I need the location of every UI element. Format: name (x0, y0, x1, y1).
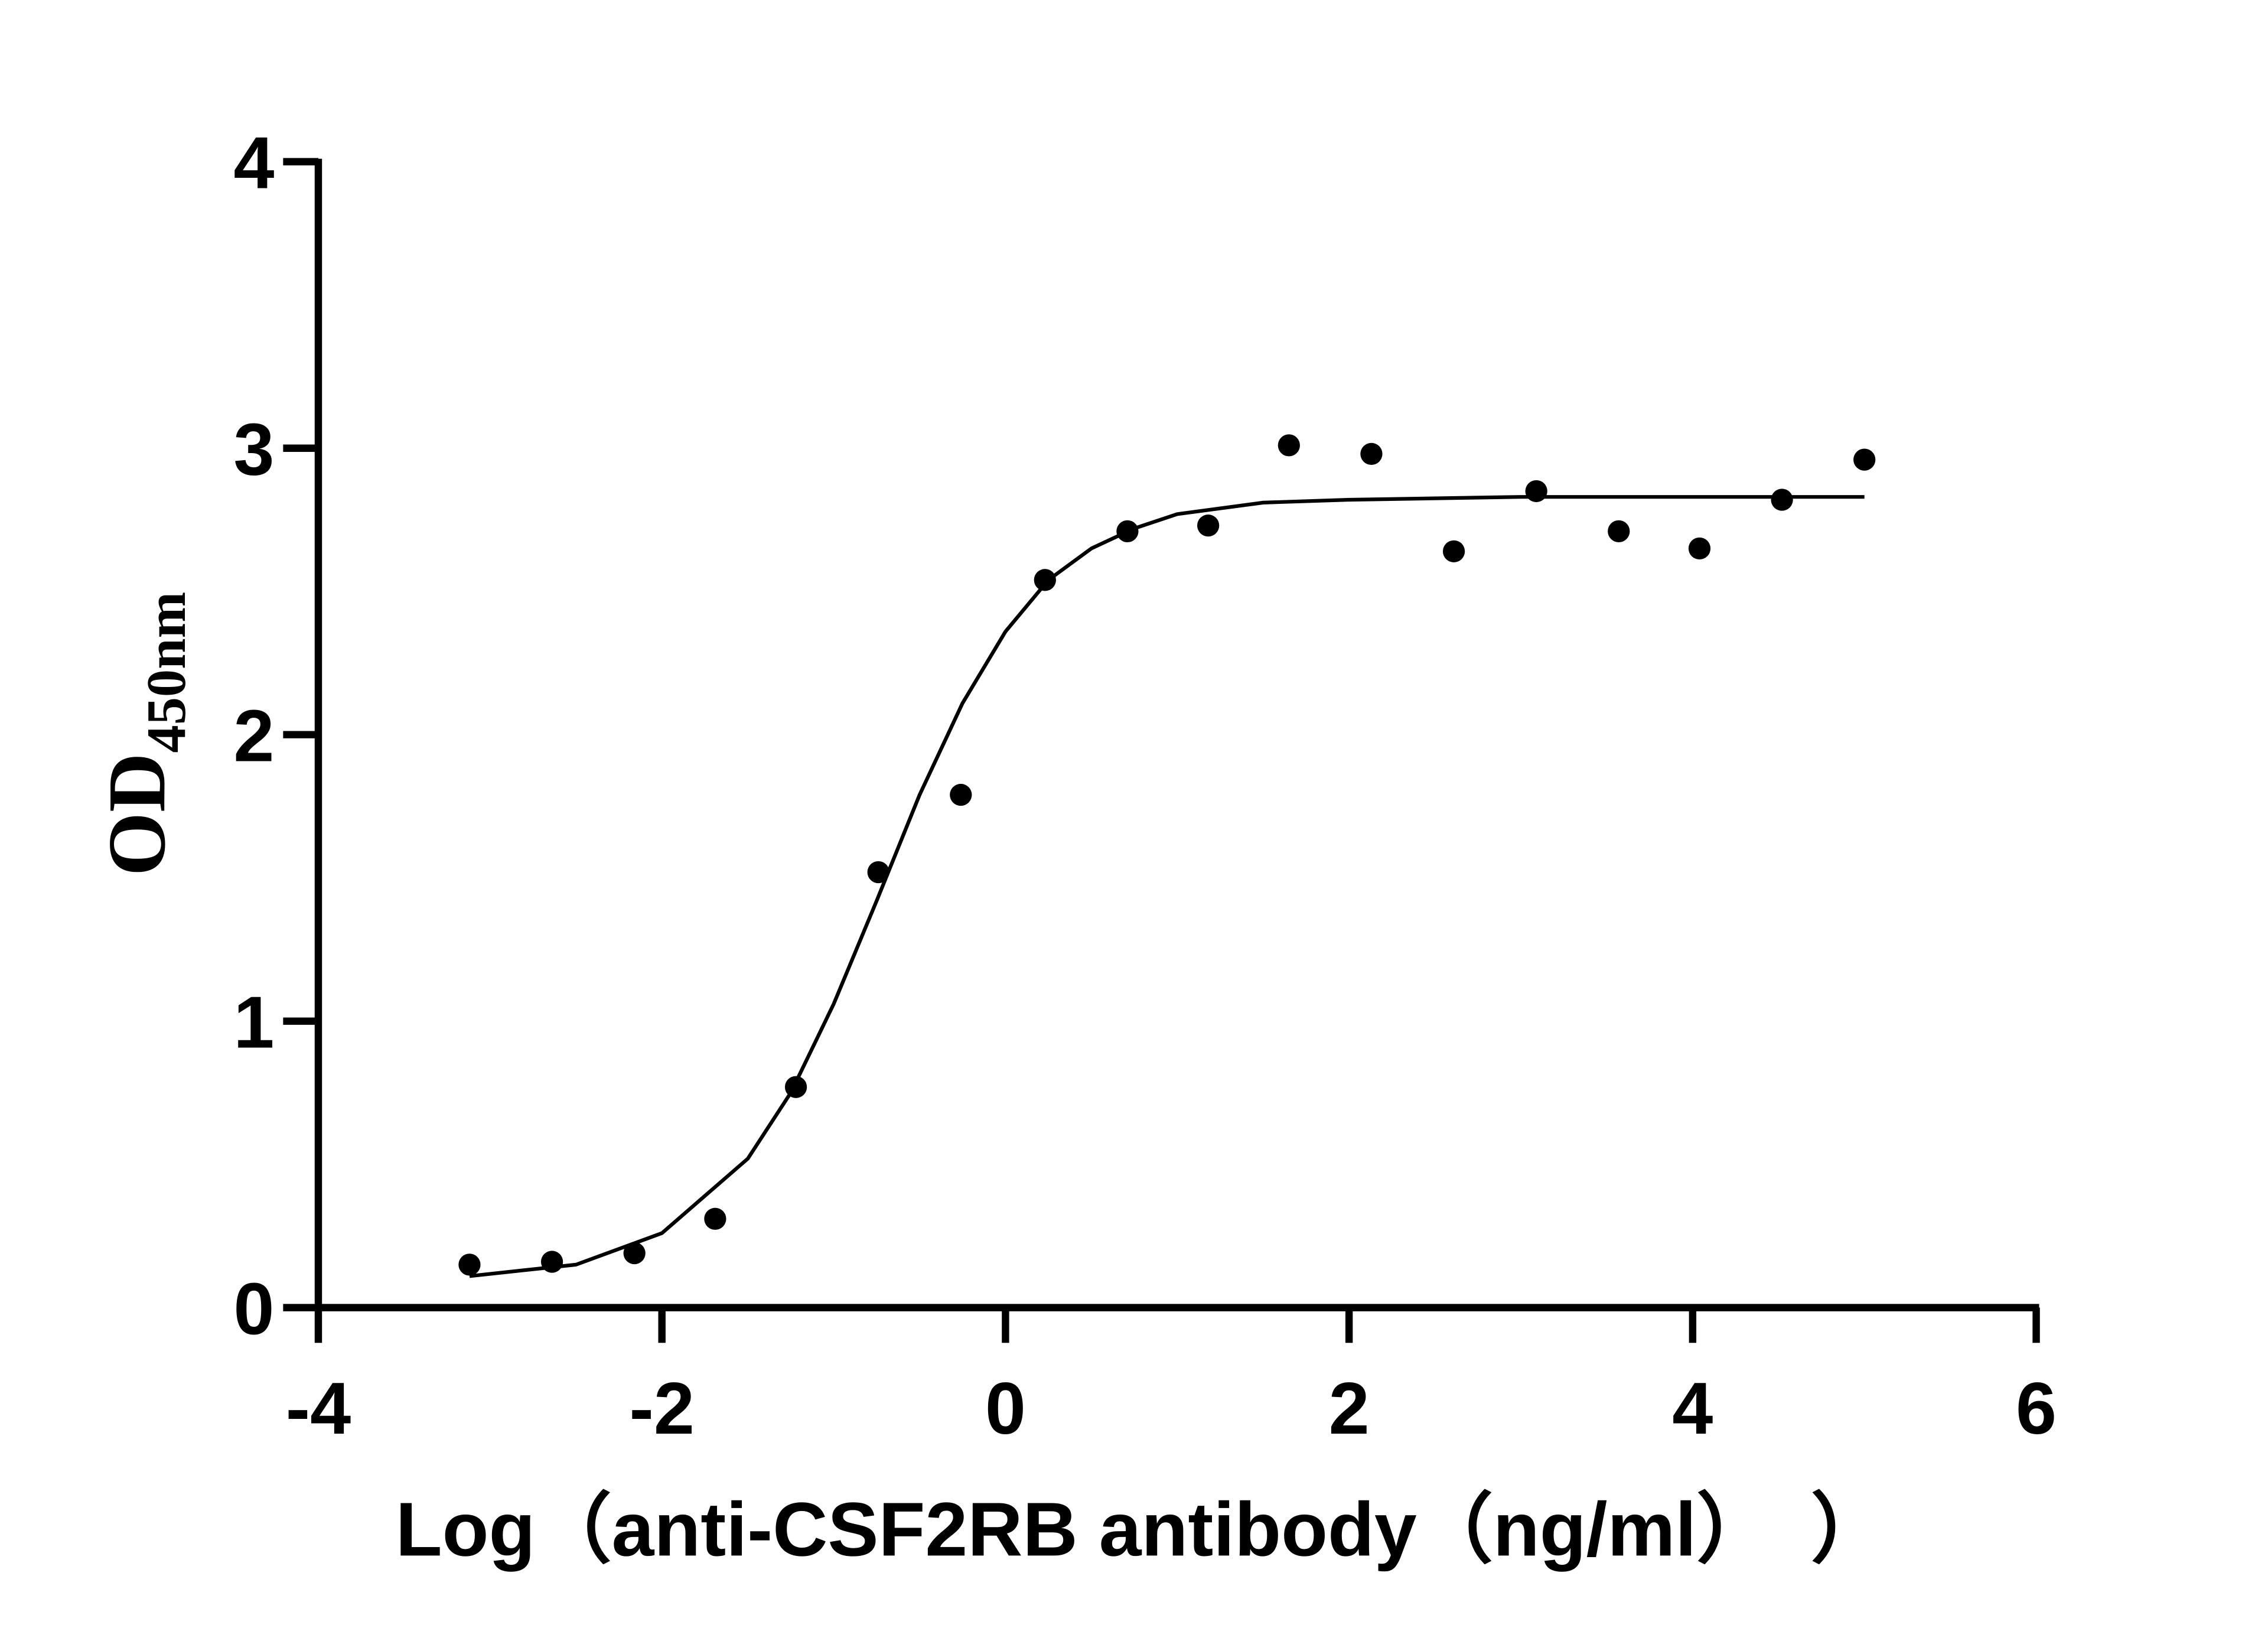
y-axis-title: OD450nm (92, 592, 197, 876)
data-point (1608, 520, 1630, 542)
data-point (1853, 448, 1876, 471)
data-point (1278, 434, 1300, 457)
y-tick-label: 0 (233, 1268, 274, 1350)
y-tick-label: 3 (233, 409, 274, 490)
y-tick-label: 1 (233, 982, 274, 1063)
data-point (1442, 540, 1465, 562)
x-tick-label: 6 (2016, 1368, 2057, 1450)
y-axis-title-main: OD (92, 753, 183, 876)
data-point (950, 783, 972, 806)
x-tick-label: 4 (1672, 1368, 1713, 1450)
x-tick-label: 0 (985, 1368, 1026, 1450)
x-tick-label: 2 (1329, 1368, 1370, 1450)
data-point (704, 1207, 726, 1230)
x-tick-label: -2 (629, 1368, 694, 1450)
data-point (1034, 569, 1056, 591)
y-tick-label: 2 (233, 695, 274, 777)
data-point (1360, 442, 1383, 465)
y-axis-title-subscript: 450nm (136, 592, 197, 753)
data-point (1688, 537, 1711, 560)
data-point (1771, 489, 1793, 511)
data-point (458, 1253, 481, 1276)
data-point (623, 1242, 646, 1265)
x-tick-label: -4 (286, 1368, 351, 1450)
data-point (1197, 515, 1220, 537)
data-point (867, 861, 889, 884)
data-point (1525, 480, 1547, 503)
y-tick-label: 4 (233, 122, 274, 204)
fit-curve (469, 495, 1865, 1278)
x-axis-title: Log（anti-CSF2RB antibody（ng/ml） ） (396, 1487, 1887, 1572)
